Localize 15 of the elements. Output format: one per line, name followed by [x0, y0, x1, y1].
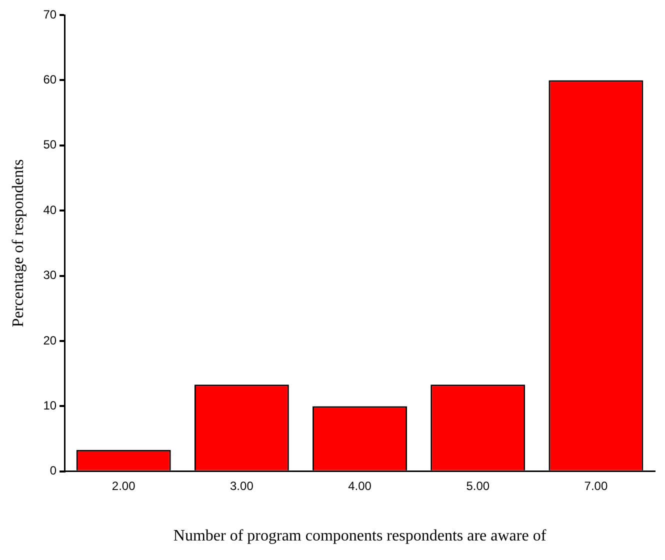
y-tick-label: 10 [43, 398, 57, 413]
y-axis-title: Percentage of respondents [10, 159, 27, 328]
y-tick-label: 70 [43, 7, 57, 22]
x-tick-label: 5.00 [466, 478, 490, 493]
y-tick-label: 60 [43, 72, 57, 87]
y-tick-label: 30 [43, 268, 57, 282]
x-tick-label: 7.00 [584, 478, 608, 493]
y-tick-label: 0 [50, 464, 57, 478]
y-tick-label: 50 [43, 138, 57, 152]
x-axis-title: Number of program components respondents are aware of [173, 528, 547, 545]
x-tick-label: 4.00 [348, 478, 372, 493]
y-tick-label: 20 [43, 333, 57, 348]
y-tick-label: 40 [43, 202, 57, 217]
x-tick-label: 2.00 [112, 478, 136, 493]
x-tick-label: 3.00 [230, 478, 254, 493]
